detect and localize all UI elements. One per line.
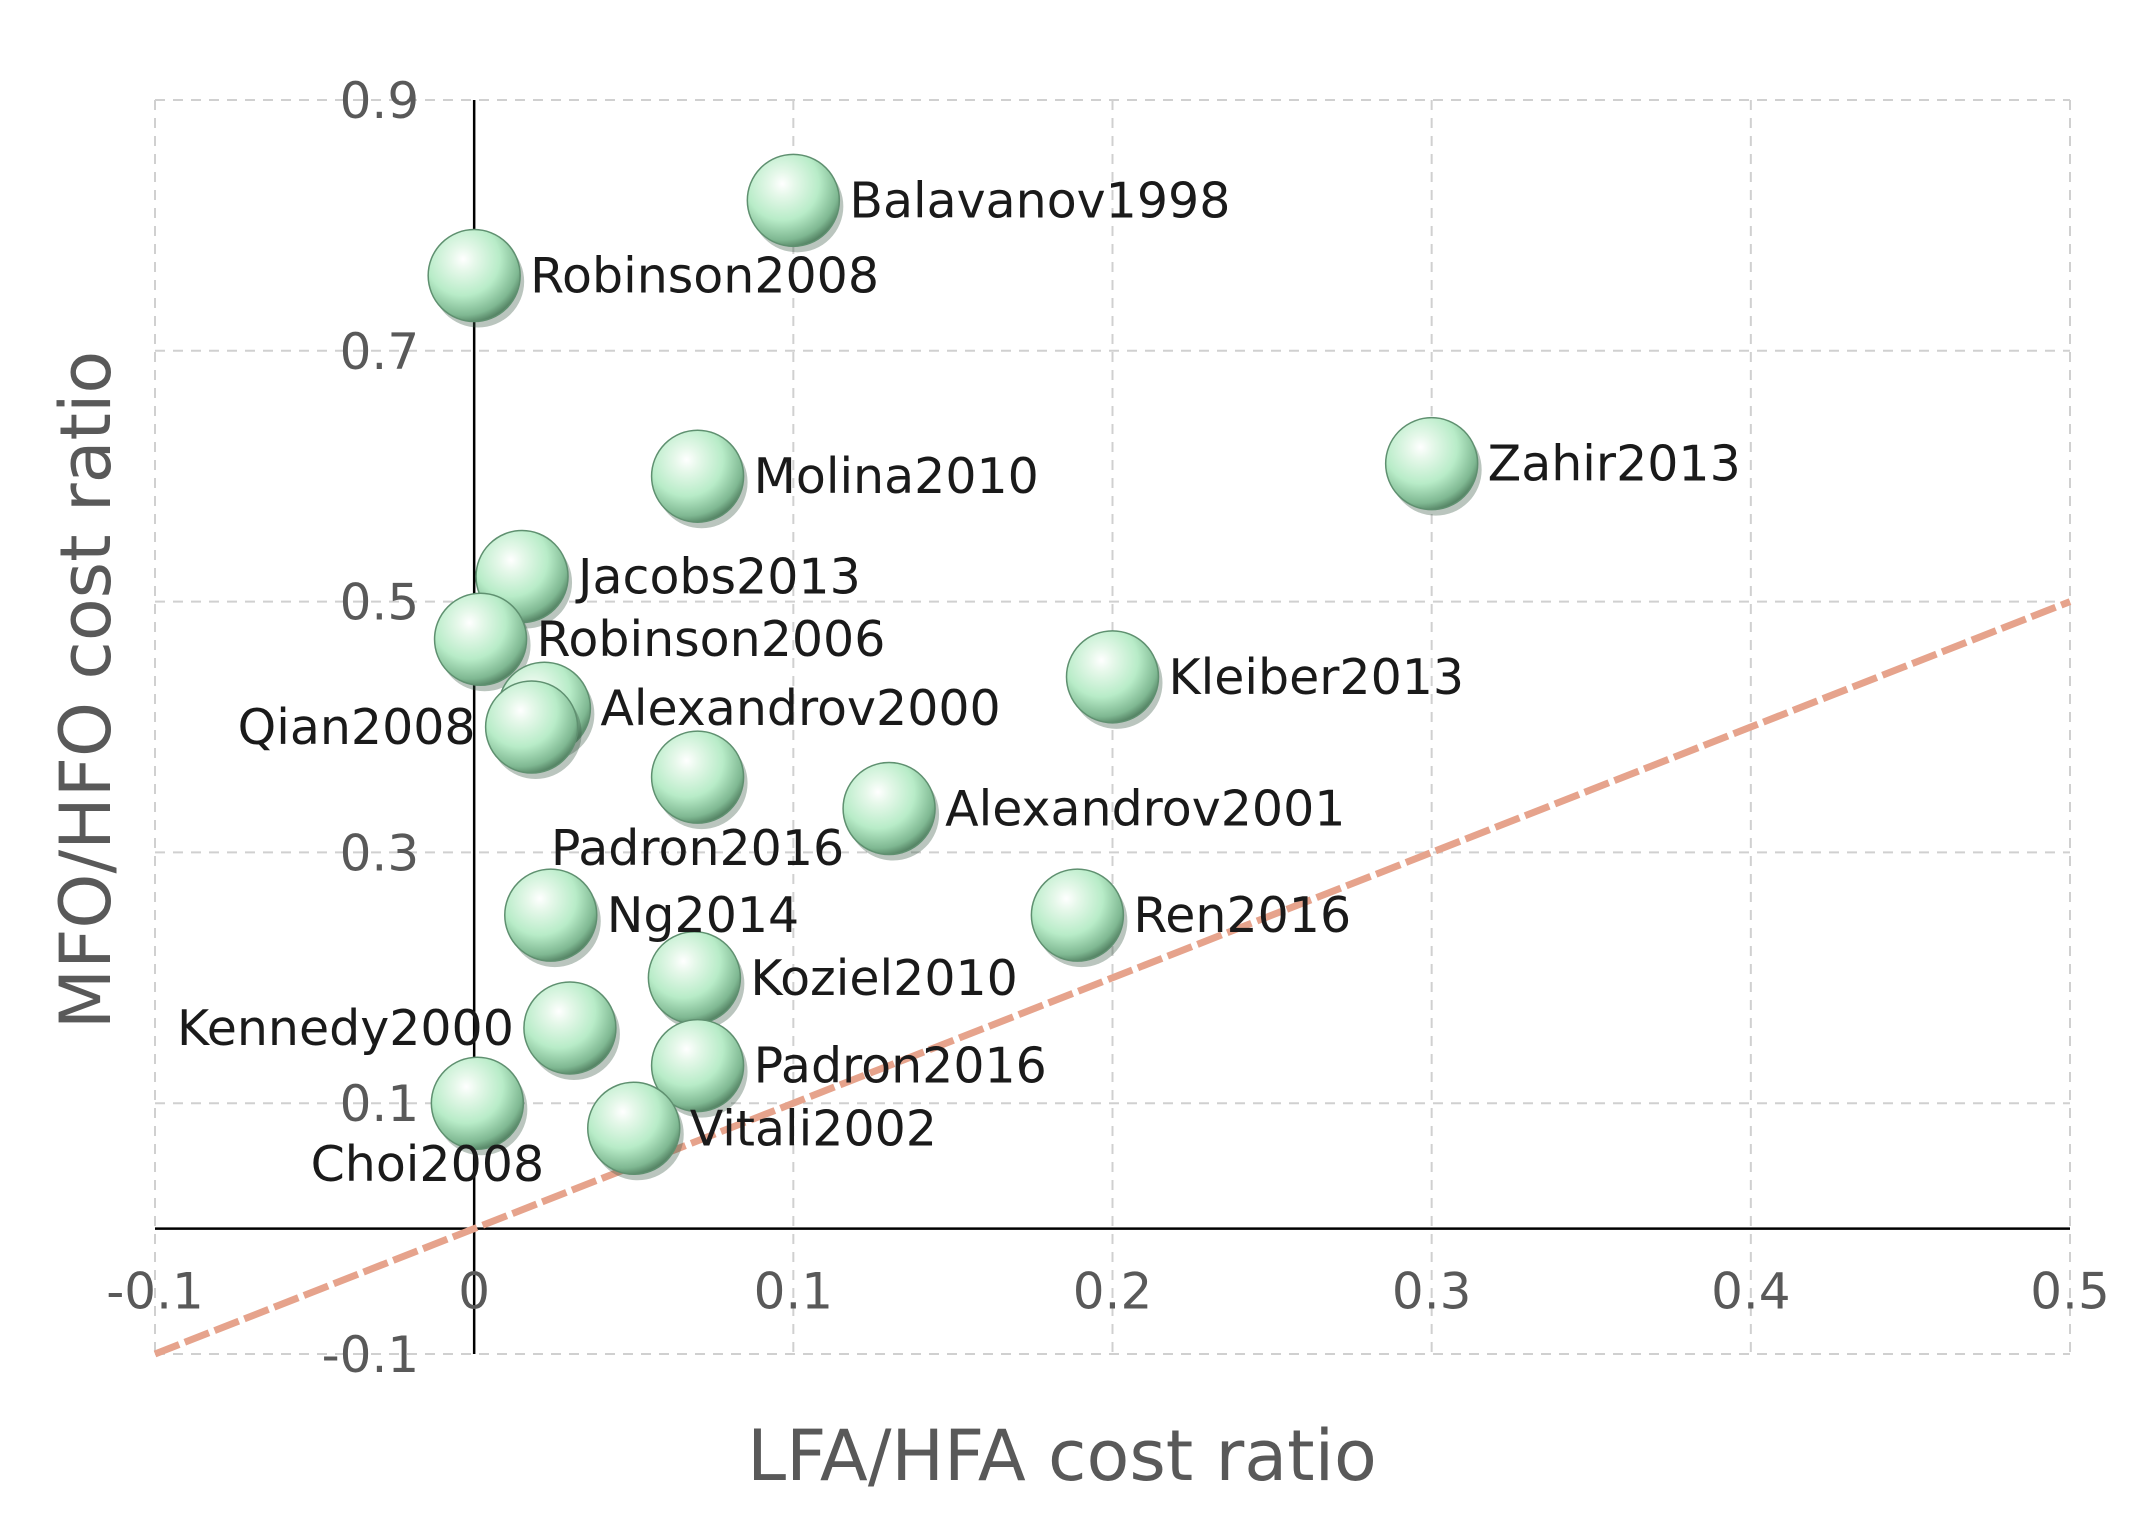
data-point (647, 931, 745, 1030)
data-point (504, 868, 601, 968)
point-label: Padron2016 (551, 820, 844, 877)
data-point (484, 680, 582, 779)
point-marker (650, 1018, 745, 1113)
y-tick-label: 0.5 (340, 574, 420, 632)
x-tick-label: 0.2 (1073, 1263, 1153, 1321)
point-marker (1065, 630, 1160, 724)
point-label: Alexandrov2000 (600, 680, 1000, 737)
tick-labels: -0.1 0 0.1 0.2 0.3 0.4 0.5 -0.1 0.1 0.3 0.5 0.7 0.9 (106, 72, 2110, 1384)
point-label: Jacobs2013 (575, 549, 861, 606)
point-label: Robinson2008 (530, 248, 879, 305)
x-tick-label: 0.3 (1392, 1263, 1472, 1321)
data-point (433, 592, 531, 692)
point-marker (842, 761, 936, 856)
data-point (587, 1081, 684, 1181)
point-marker (746, 153, 841, 248)
y-tick-label: 0.9 (340, 72, 420, 130)
grid (154, 99, 2071, 1355)
point-label: Kleiber2013 (1169, 649, 1465, 706)
point-marker (1384, 416, 1479, 511)
point-marker (427, 228, 521, 323)
data-point (523, 981, 620, 1080)
point-marker (484, 680, 579, 774)
data-point (1384, 416, 1482, 516)
point-marker (650, 429, 745, 523)
reference-line (153, 598, 2072, 1358)
point-label: Qian2008 (238, 699, 476, 756)
point-marker (430, 1056, 525, 1150)
point-label: Zahir2013 (1488, 436, 1741, 493)
point-label: Alexandrov2001 (945, 781, 1345, 838)
point-marker (587, 1081, 681, 1176)
data-points (427, 153, 1482, 1181)
data-point (430, 1056, 528, 1156)
data-point (650, 1018, 748, 1118)
y-tick-label: 0.7 (340, 323, 420, 381)
point-label: Koziel2010 (750, 950, 1017, 1007)
x-tick-label: 0.5 (2030, 1263, 2110, 1321)
point-label: Robinson2006 (537, 611, 886, 668)
y-tick-label: 0.3 (340, 824, 420, 882)
point-label: Vitali2002 (690, 1100, 937, 1157)
x-tick-label: -0.1 (106, 1263, 204, 1321)
point-marker (1030, 868, 1125, 962)
y-tick-label: 0.1 (340, 1075, 420, 1133)
point-marker (433, 592, 528, 686)
point-label: Balavanov1998 (849, 172, 1230, 229)
x-tick-label: 0.4 (1711, 1263, 1791, 1321)
data-point (1030, 868, 1128, 968)
point-marker (647, 931, 742, 1025)
data-point (1065, 630, 1163, 729)
point-label: Kennedy2000 (177, 1000, 514, 1057)
x-tick-label: 0 (458, 1263, 490, 1321)
point-label: Ng2014 (607, 887, 799, 944)
data-point (842, 761, 940, 861)
reference-line-group (153, 598, 2072, 1358)
data-point (650, 730, 748, 830)
point-marker (523, 981, 617, 1075)
y-tick-label: -0.1 (322, 1326, 420, 1384)
data-point (650, 429, 748, 529)
point-label: Molina2010 (754, 448, 1039, 505)
point-marker (650, 730, 745, 824)
data-point (427, 228, 525, 328)
point-label: Choi2008 (311, 1136, 545, 1193)
x-axis-title: LFA/HFA cost ratio (747, 1415, 1377, 1497)
y-axis-title: MFO/HFO cost ratio (45, 351, 127, 1029)
data-point (746, 153, 844, 253)
point-labels: Balavanov1998 Robinson2008 Zahir2013 Molina… (177, 172, 1741, 1193)
point-marker (504, 868, 598, 962)
point-label: Padron2016 (754, 1038, 1047, 1095)
x-tick-label: 0.1 (754, 1263, 834, 1321)
point-label: Ren2016 (1133, 887, 1351, 944)
